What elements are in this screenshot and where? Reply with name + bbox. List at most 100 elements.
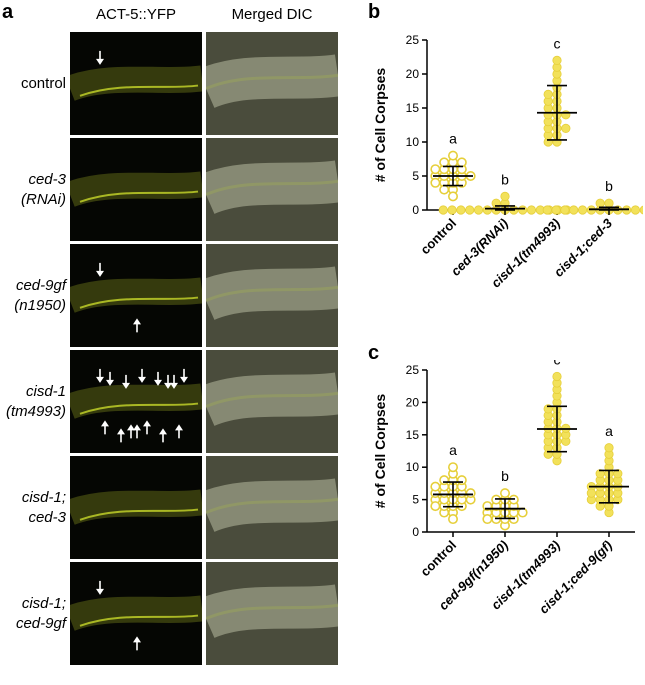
dic-image xyxy=(206,456,338,559)
arrow-icon xyxy=(175,424,183,439)
data-point xyxy=(430,501,441,512)
y-tick-label: 15 xyxy=(406,101,420,115)
arrow-icon xyxy=(106,371,114,386)
arrow-icon xyxy=(138,368,146,383)
data-point xyxy=(430,164,441,175)
significance-letter: a xyxy=(605,423,613,439)
panel-letter-a: a xyxy=(2,1,14,23)
data-point xyxy=(500,488,511,499)
data-point xyxy=(595,469,605,479)
y-tick-label: 15 xyxy=(406,428,420,442)
data-point xyxy=(465,488,476,499)
row-label-line: (tm4993) xyxy=(5,402,66,420)
intestine-lumen xyxy=(79,402,199,415)
data-point xyxy=(430,481,441,492)
arrow-icon xyxy=(127,424,135,439)
row-label-line: (n1950) xyxy=(14,296,66,314)
x-tick-label: control xyxy=(417,538,459,580)
intestine-lumen xyxy=(79,614,199,627)
data-point xyxy=(526,205,537,215)
y-tick-label: 20 xyxy=(406,395,420,409)
arrow-icon xyxy=(133,636,141,651)
arrow-icon xyxy=(180,368,188,383)
arrow-icon xyxy=(143,420,151,435)
data-point xyxy=(551,205,561,215)
y-tick-label: 5 xyxy=(412,493,419,507)
panel-letter-c: c xyxy=(368,342,380,364)
yfp-image xyxy=(70,32,202,135)
worm-body xyxy=(70,277,202,313)
yfp-image xyxy=(70,562,202,665)
x-tick-label: control xyxy=(417,216,459,258)
data-point xyxy=(569,205,579,215)
data-point xyxy=(438,205,448,215)
arrow-icon xyxy=(164,374,172,389)
data-point xyxy=(448,150,459,161)
worm-body xyxy=(70,383,202,419)
data-point xyxy=(639,205,643,215)
data-point xyxy=(517,507,528,518)
arrow-icon xyxy=(154,371,162,386)
intestine-lumen xyxy=(79,84,199,97)
dic-image xyxy=(206,562,338,665)
y-tick-label: 10 xyxy=(406,135,420,149)
data-point xyxy=(456,205,466,215)
data-point xyxy=(518,205,528,215)
data-point xyxy=(448,514,459,525)
data-point xyxy=(448,191,459,202)
row-label: cisd-1; ced-3 xyxy=(0,488,66,528)
dic-image xyxy=(206,32,338,135)
data-point xyxy=(630,205,641,215)
data-point xyxy=(439,184,450,195)
significance-letter: b xyxy=(501,171,509,187)
y-tick-label: 5 xyxy=(412,169,419,183)
row-label: cisd-1 (tm4993) xyxy=(0,382,66,422)
y-tick-label: 25 xyxy=(406,363,420,377)
row-label: control xyxy=(0,74,66,94)
arrow-icon xyxy=(122,374,130,389)
significance-letter: b xyxy=(605,178,613,194)
intestine-lumen xyxy=(206,391,338,409)
arrow-icon xyxy=(96,50,104,65)
data-point xyxy=(542,205,552,215)
data-point xyxy=(430,177,441,188)
arrow-icon xyxy=(96,262,104,277)
arrow-icon xyxy=(159,428,167,443)
yfp-image xyxy=(70,456,202,559)
y-tick-label: 10 xyxy=(406,460,420,474)
y-tick-label: 25 xyxy=(406,33,420,47)
data-point xyxy=(448,462,459,473)
data-point xyxy=(482,205,492,215)
row-label-line: ced-3 xyxy=(28,170,66,188)
row-label-line: cisd-1; xyxy=(21,488,66,506)
arrow-icon xyxy=(133,424,141,439)
row-label-line: (RNAi) xyxy=(21,190,66,208)
arrow-icon xyxy=(170,374,178,389)
data-point xyxy=(595,198,605,208)
significance-letter: b xyxy=(501,468,509,484)
dic-image xyxy=(206,350,338,453)
significance-letter: c xyxy=(554,360,561,367)
significance-letter: c xyxy=(554,35,561,51)
data-point xyxy=(560,205,570,215)
data-point xyxy=(613,469,623,479)
data-point xyxy=(482,514,493,525)
y-tick-label: 20 xyxy=(406,67,420,81)
data-point xyxy=(500,191,510,201)
data-point xyxy=(552,371,562,382)
worm-body xyxy=(70,595,202,631)
worm-body xyxy=(70,65,202,101)
significance-letter: a xyxy=(449,442,457,458)
y-axis-label: # of Cell Corpses xyxy=(372,68,388,183)
row-label: cisd-1; ced-9gf xyxy=(0,594,66,634)
row-label-line: control xyxy=(20,74,66,92)
data-point xyxy=(456,157,467,168)
arrow-icon xyxy=(133,318,141,333)
row-label: ced-3 (RNAi) xyxy=(0,170,66,210)
arrow-icon xyxy=(96,580,104,595)
row-label-line: cisd-1 xyxy=(25,382,66,400)
arrow-icon xyxy=(96,368,104,383)
data-point xyxy=(447,205,457,215)
